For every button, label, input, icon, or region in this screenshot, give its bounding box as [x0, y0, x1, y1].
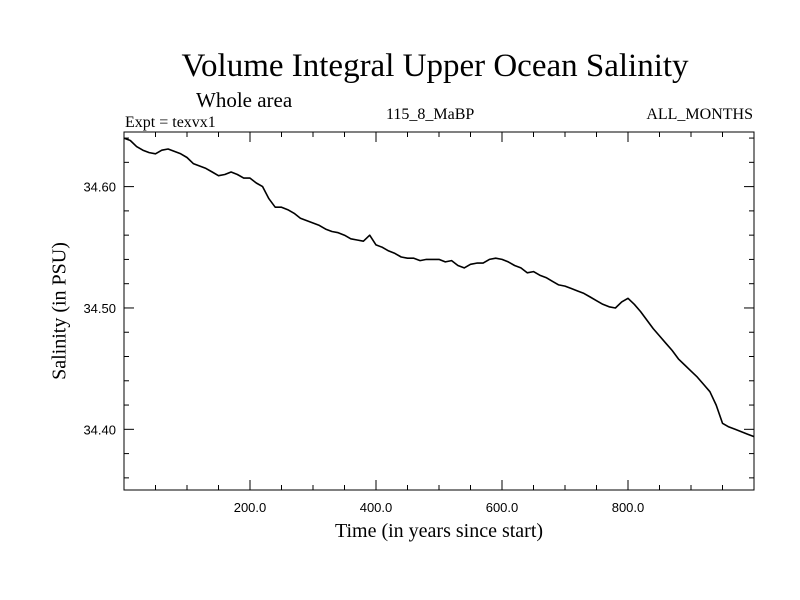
y-tick-label: 34.50 — [83, 301, 116, 316]
experiment-label: Expt = texvx1 — [125, 114, 216, 131]
x-axis-label: Time (in years since start) — [334, 520, 544, 542]
months-label: ALL_MONTHS — [646, 106, 753, 123]
y-tick-label: 34.40 — [83, 422, 116, 437]
series-layer — [123, 137, 755, 438]
x-tick-label: 800.0 — [612, 500, 645, 515]
series-line-salinity — [123, 137, 755, 438]
x-tick-label: 200.0 — [234, 500, 267, 515]
x-tick-label: 400.0 — [360, 500, 393, 515]
axis-ticks: 200.0 400.0 600.0 800.0 34.40 34.50 34.60 — [83, 132, 754, 515]
y-tick-label: 34.60 — [83, 180, 116, 195]
chart-title: Volume Integral Upper Ocean Salinity — [181, 48, 689, 84]
run-label: 115_8_MaBP — [386, 106, 475, 123]
x-tick-label: 600.0 — [486, 500, 519, 515]
chart-subtitle: Whole area — [196, 88, 293, 112]
plot-frame — [123, 131, 755, 491]
